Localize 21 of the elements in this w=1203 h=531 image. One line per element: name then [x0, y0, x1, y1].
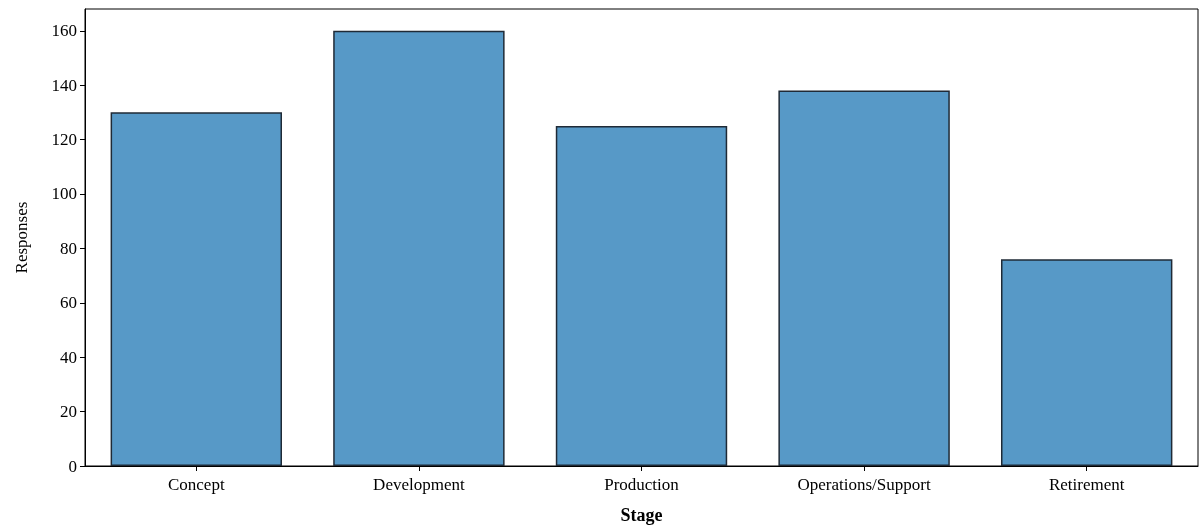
x-tick-label: Production [604, 475, 680, 494]
y-axis-title: Responses [12, 201, 31, 274]
x-tick-label: Operations/Support [797, 475, 931, 494]
bar [333, 30, 505, 466]
x-axis-title: Stage [620, 505, 663, 525]
y-tick-label: 40 [60, 347, 77, 367]
y-tick-label: 140 [51, 75, 77, 95]
y-tick-label: 20 [60, 402, 77, 422]
y-tick-label: 0 [68, 456, 77, 476]
bar [778, 90, 950, 466]
bar [110, 112, 282, 466]
x-tick-label: Retirement [1048, 475, 1125, 494]
x-tick-label: Development [373, 475, 465, 494]
bar [555, 125, 728, 466]
x-tick-label: Concept [167, 475, 225, 494]
bar [1001, 259, 1173, 466]
y-tick-label: 100 [51, 184, 77, 204]
y-tick-label: 60 [60, 293, 77, 313]
y-tick-label: 160 [51, 21, 77, 41]
y-tick-label: 80 [60, 238, 77, 258]
y-tick-label: 120 [51, 130, 77, 150]
